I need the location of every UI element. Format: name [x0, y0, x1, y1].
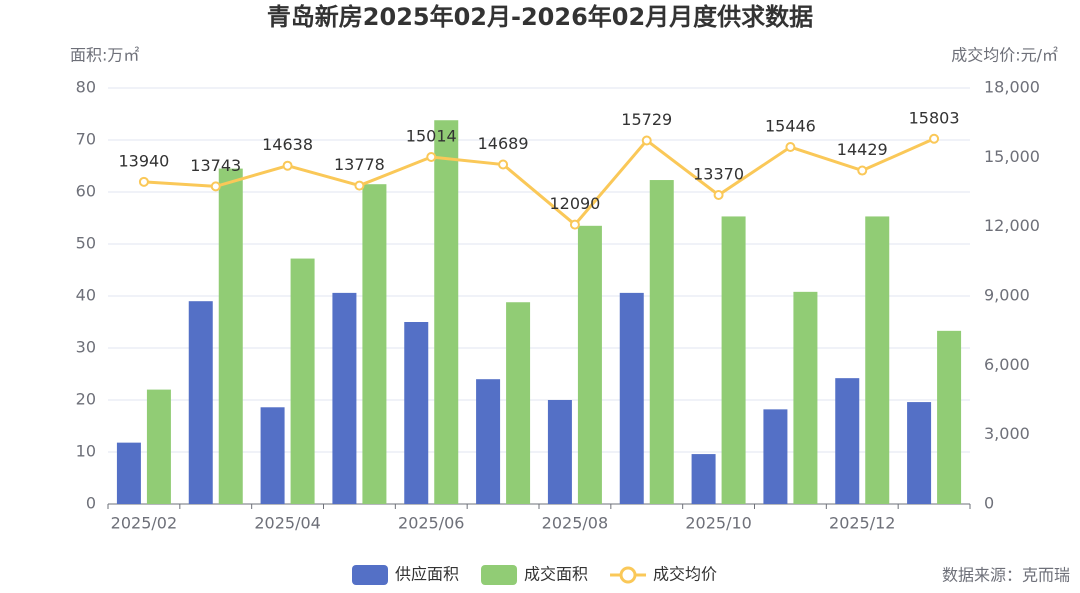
data-label: 14429 [837, 140, 888, 159]
bar [332, 292, 357, 504]
y2-tick-label: 18,000 [984, 78, 1040, 97]
y2-tick-label: 6,000 [984, 355, 1030, 374]
data-label: 14638 [262, 135, 313, 154]
data-label: 14689 [478, 134, 529, 153]
line-marker [785, 142, 796, 153]
y-tick-label: 80 [76, 78, 96, 97]
line-marker [210, 181, 221, 192]
data-label: 12090 [549, 194, 600, 213]
y-axis-label: 面积:万㎡ [70, 46, 139, 65]
bar [793, 291, 818, 504]
y-tick-label: 10 [76, 442, 96, 461]
y2-tick-label: 9,000 [984, 286, 1030, 305]
x-tick-label: 2025/02 [111, 514, 177, 533]
bar [907, 402, 932, 504]
data-label: 15014 [406, 127, 457, 146]
bar [865, 216, 890, 504]
line-marker [138, 176, 149, 187]
bar [763, 409, 788, 504]
y-tick-label: 70 [76, 130, 96, 149]
bar [577, 225, 602, 505]
y2-tick-label: 0 [984, 494, 994, 513]
line-marker [569, 219, 580, 230]
legend-swatch [352, 565, 388, 585]
y2-axis-label: 成交均价:元/㎡ [951, 46, 1058, 65]
bar [434, 120, 459, 505]
data-label: 15803 [909, 108, 960, 127]
x-tick-label: 2025/08 [542, 514, 608, 533]
data-label: 13743 [190, 156, 241, 175]
y-tick-label: 0 [86, 494, 96, 513]
y2-tick-label: 15,000 [984, 147, 1040, 166]
line-marker [641, 135, 652, 146]
bar [476, 379, 501, 504]
line-marker [857, 165, 868, 176]
data-label: 15446 [765, 117, 816, 136]
legend-label: 成交面积 [524, 565, 588, 584]
line-marker [282, 160, 293, 171]
bar [290, 258, 315, 504]
line-marker [426, 152, 437, 163]
bar [218, 168, 243, 504]
bar [547, 400, 572, 504]
y2-tick-label: 12,000 [984, 216, 1040, 235]
x-tick-label: 2025/12 [829, 514, 895, 533]
x-tick-label: 2025/04 [254, 514, 320, 533]
bar [835, 378, 860, 504]
source: 数据来源：克而瑞 [942, 566, 1070, 585]
legend-swatch [619, 566, 637, 584]
data-label: 13370 [693, 165, 744, 184]
bar [404, 322, 429, 504]
line-marker [713, 190, 724, 201]
bar [506, 302, 531, 504]
y-tick-label: 40 [76, 286, 96, 305]
data-label: 13940 [118, 151, 169, 170]
y-tick-label: 20 [76, 390, 96, 409]
data-label: 13778 [334, 155, 385, 174]
y-tick-label: 30 [76, 338, 96, 357]
bar [188, 301, 213, 504]
line-marker [929, 133, 940, 144]
bar [116, 442, 141, 504]
bar [362, 184, 387, 504]
legend-label: 供应面积 [395, 565, 459, 584]
bar [721, 216, 746, 504]
bar [937, 330, 962, 504]
bar [260, 407, 285, 504]
chart-title: 青岛新房2025年02月-2026年02月月度供求数据 [267, 3, 813, 31]
y-tick-label: 60 [76, 182, 96, 201]
bar [619, 292, 644, 504]
bar [146, 389, 171, 504]
x-tick-label: 2025/06 [398, 514, 464, 533]
legend-swatch [481, 565, 518, 585]
y2-tick-label: 3,000 [984, 424, 1030, 443]
bar [691, 454, 716, 504]
data-label: 15729 [621, 110, 672, 129]
line [143, 137, 935, 227]
bar [649, 180, 674, 505]
legend-label: 成交均价 [653, 565, 717, 584]
line-marker [498, 159, 509, 170]
y-tick-label: 50 [76, 234, 96, 253]
line-marker [354, 180, 365, 191]
x-tick-label: 2025/10 [685, 514, 751, 533]
